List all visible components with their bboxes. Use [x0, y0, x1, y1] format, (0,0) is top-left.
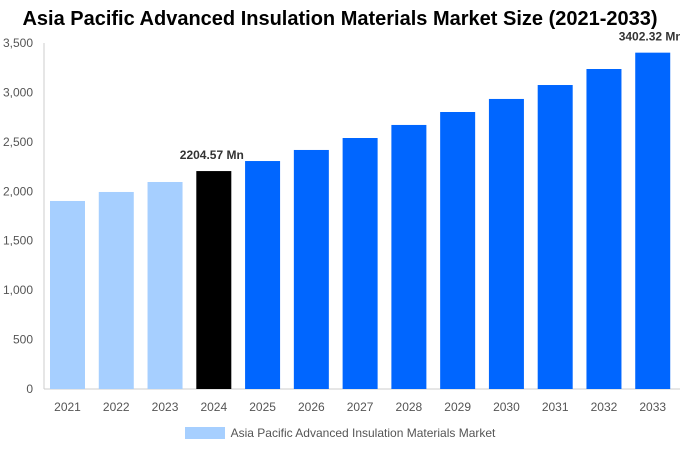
- bar-2021: [50, 200, 85, 389]
- y-tick-label: 2,500: [3, 135, 33, 149]
- bar-2022: [98, 191, 134, 389]
- data-label: 2204.57 Mn: [180, 148, 244, 162]
- bar-2028: [391, 124, 427, 389]
- y-tick-label: 500: [13, 333, 33, 347]
- bar-2032: [586, 68, 622, 390]
- x-tick-label: 2029: [444, 400, 471, 414]
- y-tick-label: 1,500: [3, 234, 33, 248]
- x-tick-label: 2033: [639, 400, 666, 414]
- x-tick-label: 2028: [396, 400, 423, 414]
- legend-swatch: [184, 427, 225, 439]
- legend: Asia Pacific Advanced Insulation Materia…: [0, 426, 680, 440]
- bar-2026: [293, 149, 329, 389]
- chart-title: Asia Pacific Advanced Insulation Materia…: [22, 8, 658, 30]
- legend-label: Asia Pacific Advanced Insulation Materia…: [230, 426, 496, 440]
- x-tick-label: 2022: [103, 400, 130, 414]
- x-tick-label: 2023: [152, 400, 179, 414]
- bar-2027: [342, 138, 378, 389]
- x-tick-label: 2024: [200, 400, 227, 414]
- bar-2029: [440, 112, 476, 389]
- y-tick-label: 3,500: [3, 36, 33, 50]
- x-tick-label: 2027: [347, 400, 374, 414]
- y-tick-label: 3,000: [3, 85, 33, 99]
- x-tick-label: 2025: [249, 400, 276, 414]
- y-tick-label: 1,000: [3, 283, 33, 297]
- x-tick-label: 2032: [591, 400, 618, 414]
- x-tick-label: 2030: [493, 400, 520, 414]
- bar-2033: [635, 52, 671, 389]
- y-tick-label: 2,000: [3, 184, 33, 198]
- bar-2023: [147, 181, 183, 389]
- x-tick-label: 2021: [54, 400, 81, 414]
- bar-2024: [196, 171, 232, 389]
- x-tick-label: 2031: [542, 400, 569, 414]
- x-tick-label: 2026: [298, 400, 325, 414]
- bar-2030: [488, 98, 524, 390]
- bar-2025: [245, 161, 281, 389]
- data-label: 3402.32 Mn: [619, 30, 680, 44]
- y-tick-label: 0: [26, 382, 33, 396]
- bar-2031: [537, 85, 573, 389]
